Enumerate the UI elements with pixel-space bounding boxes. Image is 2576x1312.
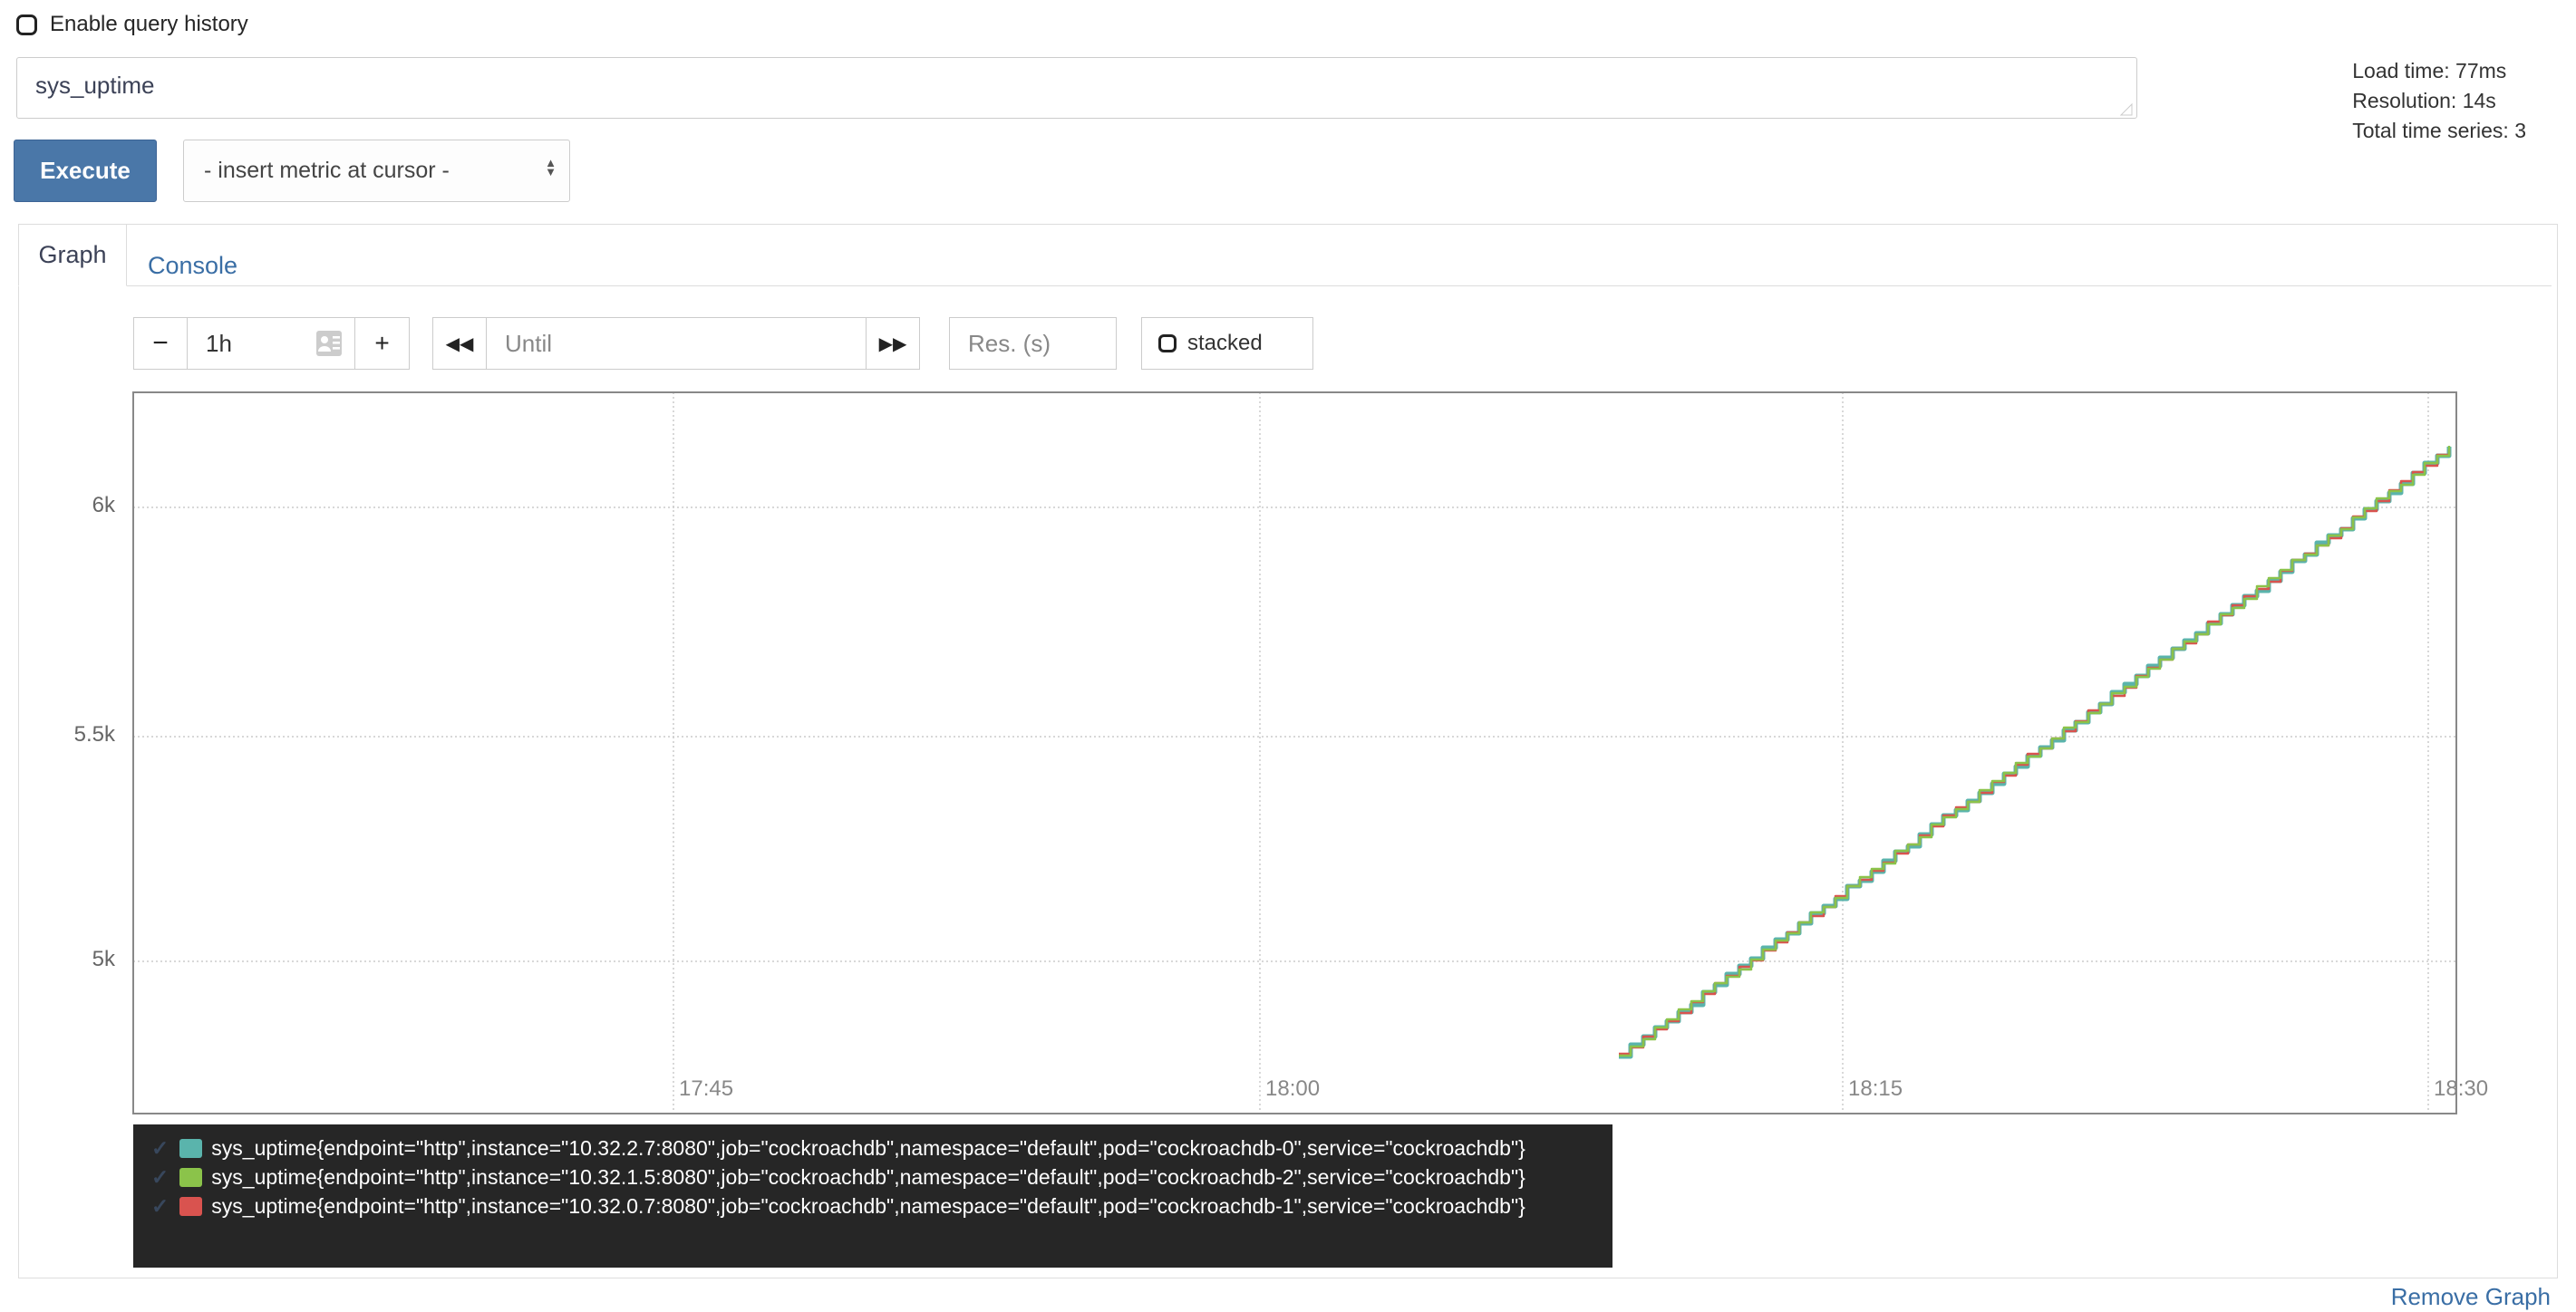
svg-text:18:30: 18:30 xyxy=(2434,1076,2488,1101)
svg-text:18:00: 18:00 xyxy=(1265,1076,1320,1101)
svg-text:17:45: 17:45 xyxy=(679,1076,733,1101)
svg-text:18:15: 18:15 xyxy=(1848,1076,1903,1101)
svg-text:5k: 5k xyxy=(92,947,116,971)
svg-text:6k: 6k xyxy=(92,493,116,517)
svg-text:5.5k: 5.5k xyxy=(74,722,116,747)
